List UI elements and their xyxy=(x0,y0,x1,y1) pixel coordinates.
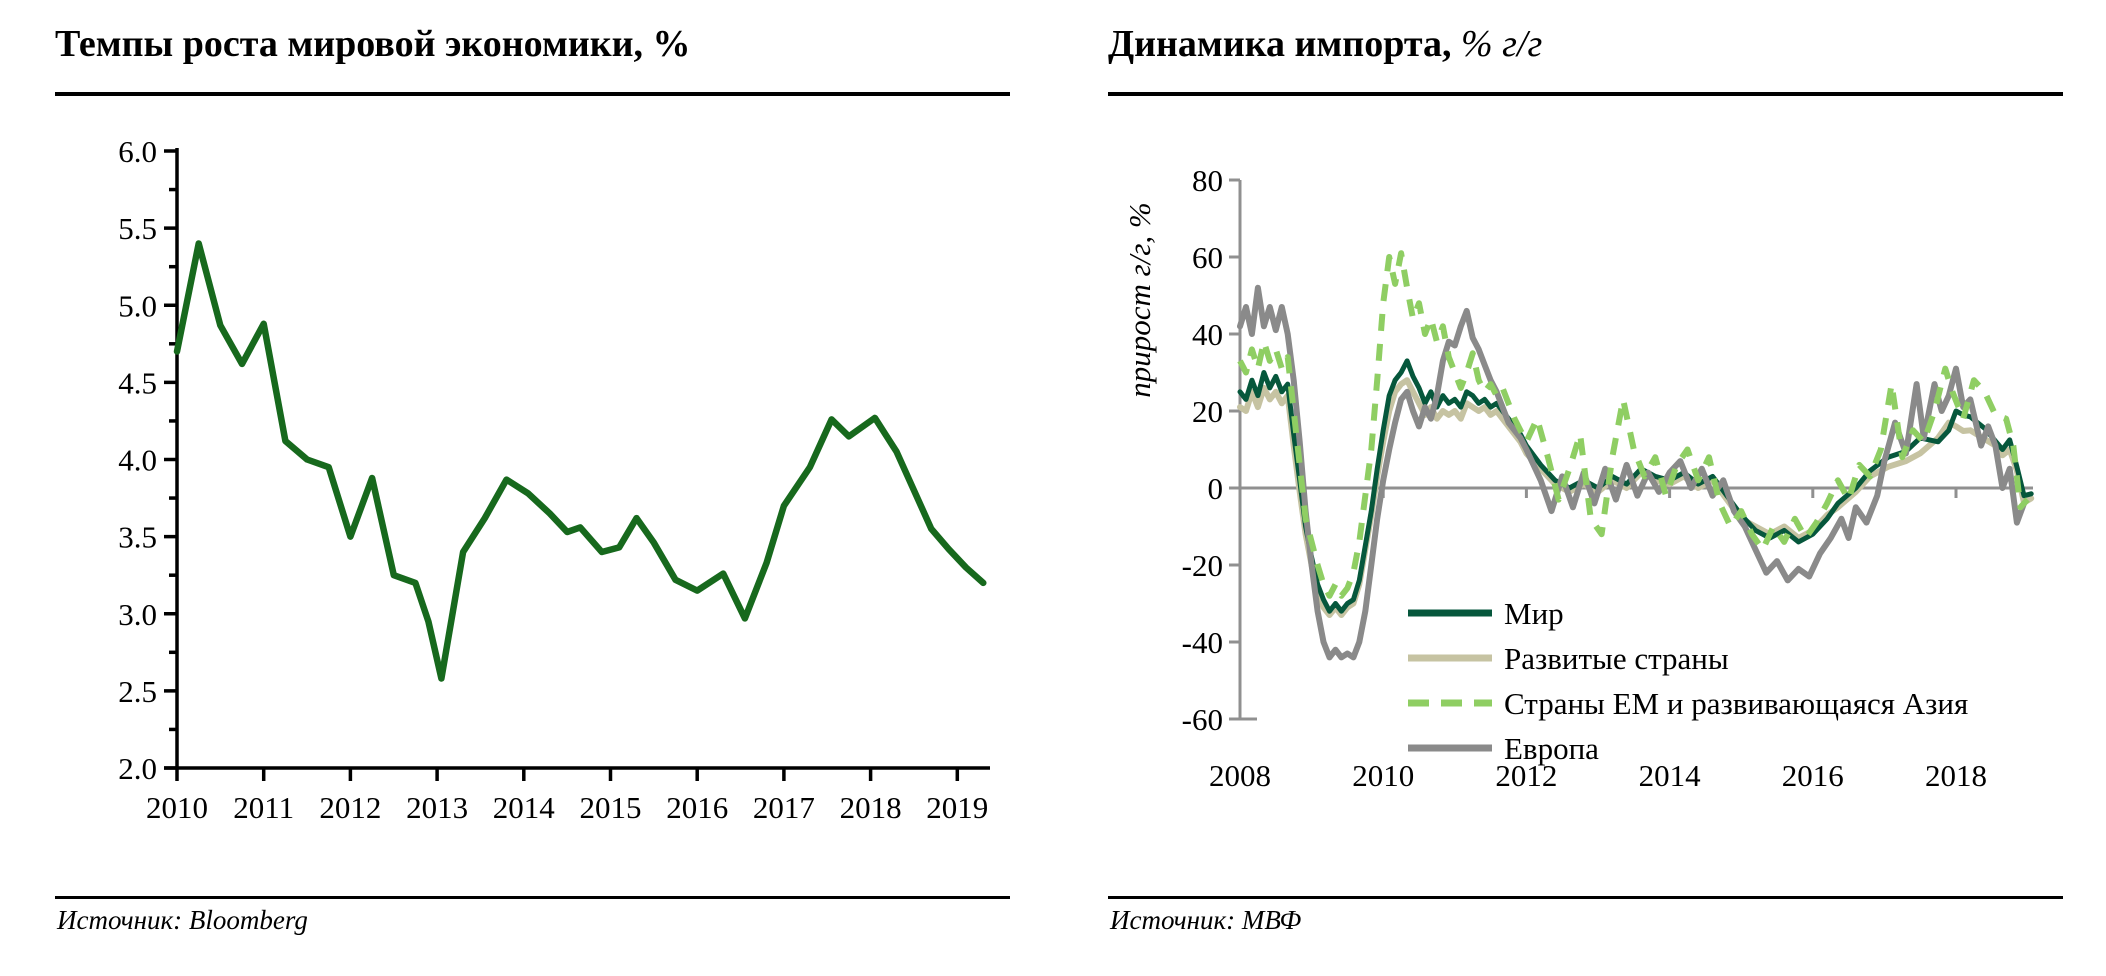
svg-text:-60: -60 xyxy=(1182,702,1223,737)
svg-text:2.0: 2.0 xyxy=(118,751,157,786)
svg-text:2018: 2018 xyxy=(840,790,902,825)
panel-import-dynamics: Динамика импорта, % г/г 80 60 40 20 0 -20 -40 -… xyxy=(1053,0,2106,976)
legend: Мир Развитые страны Страны EM и развивающа… xyxy=(1408,596,1968,766)
series-mir xyxy=(1237,358,2034,614)
source-note-left: Источник: Bloomberg xyxy=(57,905,308,935)
footer-divider-right xyxy=(1108,896,2063,899)
title-divider-left xyxy=(55,92,1010,96)
axes xyxy=(164,148,990,781)
svg-text:60: 60 xyxy=(1192,240,1223,275)
panel-world-growth: Темпы роста мировой экономики, % 6.0 5.5 5… xyxy=(55,22,1010,935)
world-growth-chart: 6.0 5.5 5.0 4.5 4.0 3.5 3.0 2.5 2.0 2010 2011 2012 2… xyxy=(118,134,990,825)
chart-title-right-main: Динамика импорта, xyxy=(1108,23,1452,65)
chart-title-right-suffix: % г/г xyxy=(1451,23,1543,65)
svg-text:2018: 2018 xyxy=(1925,758,1987,793)
chart-title-right: Динамика импорта, % г/г xyxy=(1108,22,1542,66)
legend-label-evropa: Европа xyxy=(1504,731,1599,766)
svg-text:2015: 2015 xyxy=(580,790,642,825)
svg-text:2012: 2012 xyxy=(1495,758,1557,793)
svg-text:3.0: 3.0 xyxy=(118,597,157,632)
axis-labels: 6.0 5.5 5.0 4.5 4.0 3.5 3.0 2.5 2.0 2010 2011 2012 2… xyxy=(118,134,988,825)
svg-text:0: 0 xyxy=(1208,471,1224,506)
svg-text:2017: 2017 xyxy=(753,790,815,825)
svg-text:3.5: 3.5 xyxy=(118,520,157,555)
svg-text:20: 20 xyxy=(1192,394,1223,429)
series-razvitye-strany xyxy=(1237,377,2035,618)
svg-text:4.5: 4.5 xyxy=(118,365,157,400)
svg-text:2014: 2014 xyxy=(1639,758,1702,793)
svg-text:2.5: 2.5 xyxy=(118,674,157,709)
series-evropa xyxy=(1237,284,2027,661)
svg-text:2008: 2008 xyxy=(1209,758,1271,793)
title-divider-right xyxy=(1108,92,2063,96)
source-note-right: Источник: МВФ xyxy=(1110,905,1302,935)
series-world-gdp-growth xyxy=(173,240,987,682)
svg-text:2016: 2016 xyxy=(666,790,728,825)
svg-text:5.5: 5.5 xyxy=(118,211,157,246)
legend-label-mir: Мир xyxy=(1504,596,1564,631)
svg-text:6.0: 6.0 xyxy=(118,134,157,169)
svg-text:2012: 2012 xyxy=(319,790,381,825)
svg-text:2010: 2010 xyxy=(1352,758,1414,793)
svg-text:5.0: 5.0 xyxy=(118,288,157,323)
footer-divider-left xyxy=(55,896,1010,899)
svg-text:80: 80 xyxy=(1192,163,1223,198)
chart-title-left-main: Темпы роста мировой экономики, % xyxy=(55,23,691,65)
y-axis-title: прирост г/г, % xyxy=(1122,202,1157,398)
svg-text:4.0: 4.0 xyxy=(118,443,157,478)
legend-label-em-asia: Страны EM и развивающаяся Азия xyxy=(1504,686,1968,721)
series-em-asia xyxy=(1237,250,2030,599)
axis-labels: 80 60 40 20 0 -20 -40 -60 2008 2010 2012 2014 2016 20… xyxy=(1122,163,1987,793)
svg-text:2011: 2011 xyxy=(233,790,294,825)
svg-text:-20: -20 xyxy=(1182,548,1223,583)
svg-text:2010: 2010 xyxy=(146,790,208,825)
svg-text:2019: 2019 xyxy=(926,790,988,825)
svg-text:2014: 2014 xyxy=(493,790,556,825)
svg-text:2013: 2013 xyxy=(406,790,468,825)
import-dynamics-chart: 80 60 40 20 0 -20 -40 -60 2008 2010 2012 2014 2016 20… xyxy=(1122,163,2035,793)
legend-label-razvitye-strany: Развитые страны xyxy=(1504,641,1729,676)
svg-text:-40: -40 xyxy=(1182,625,1223,660)
chart-title-left: Темпы роста мировой экономики, % xyxy=(55,22,691,66)
svg-text:40: 40 xyxy=(1192,317,1223,352)
svg-text:2016: 2016 xyxy=(1782,758,1844,793)
